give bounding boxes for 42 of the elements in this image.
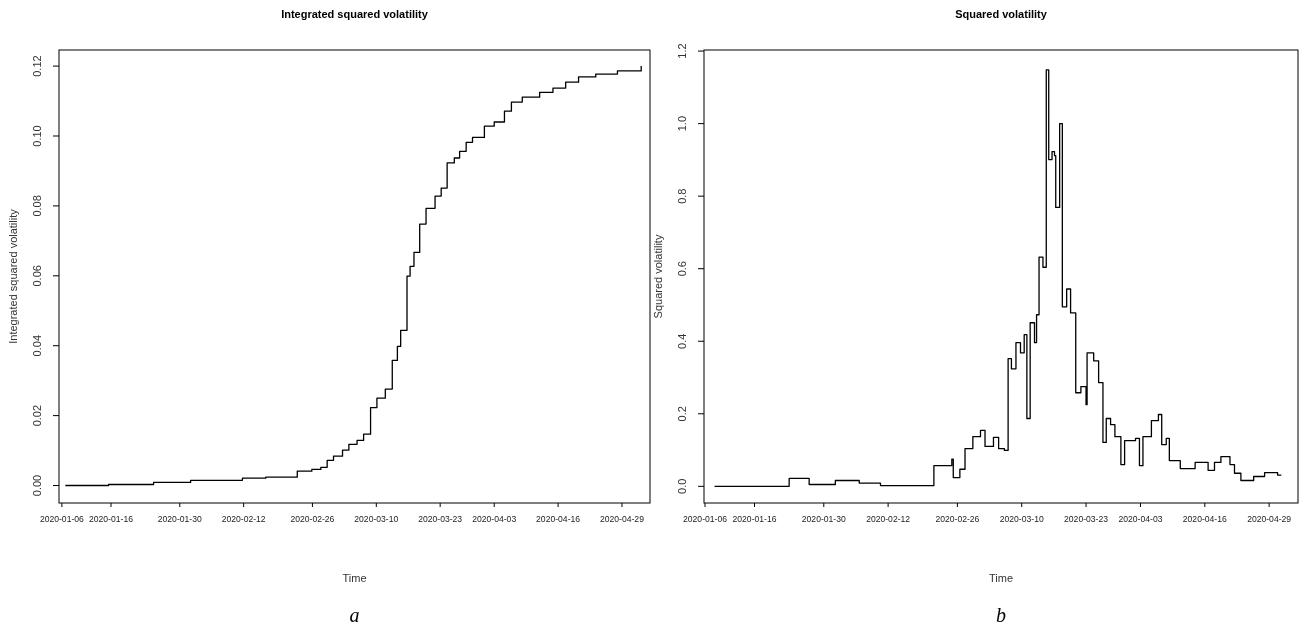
y-tick-label: 0.10 bbox=[31, 125, 43, 147]
y-axis-title: Squared volatility bbox=[652, 234, 664, 319]
text: b bbox=[996, 604, 1006, 626]
y-tick-label: 0.0 bbox=[676, 478, 688, 494]
x-tick-label: 2020-01-06 bbox=[683, 514, 728, 524]
y-tick-label: 0.6 bbox=[676, 261, 688, 277]
x-tick-label: 2020-04-29 bbox=[1247, 514, 1292, 524]
x-tick-label: 2020-02-12 bbox=[221, 514, 266, 524]
y-tick-label: 0.8 bbox=[676, 188, 688, 204]
x-tick-label: 2020-04-03 bbox=[472, 514, 517, 524]
x-tick-label: 2020-04-16 bbox=[1182, 514, 1227, 524]
x-tick-label: 2020-04-16 bbox=[536, 514, 581, 524]
x-tick-label: 2020-03-10 bbox=[354, 514, 399, 524]
x-axis-title: Time bbox=[988, 572, 1014, 584]
x-tick-label: 2020-04-03 bbox=[1118, 514, 1163, 524]
x-tick-label: 2020-01-16 bbox=[732, 514, 777, 524]
y-tick-label: 0.02 bbox=[31, 404, 43, 427]
y-tick-label: 1.2 bbox=[676, 43, 688, 59]
x-axis-title: Time bbox=[342, 572, 367, 584]
y-tick-label: 1.0 bbox=[676, 115, 688, 132]
x-tick-label: 2020-02-26 bbox=[935, 514, 980, 524]
y-tick-label: 0.04 bbox=[31, 335, 43, 357]
y-tick-label: 0.4 bbox=[676, 333, 688, 349]
chart-title: Integrated squared volatility bbox=[281, 8, 429, 20]
y-axis-title: Integrated squared volatility bbox=[7, 208, 19, 344]
x-tick-label: 2020-02-26 bbox=[290, 514, 335, 524]
y-tick-label: 0.00 bbox=[31, 474, 43, 497]
y-tick-label: 0.06 bbox=[31, 265, 43, 287]
y-tick-label: 0.12 bbox=[31, 55, 43, 77]
y-tick-label: 0.2 bbox=[676, 406, 688, 422]
chart-title: Squared volatility bbox=[955, 8, 1048, 20]
x-tick-label: 2020-03-23 bbox=[1064, 514, 1109, 524]
x-tick-label: 2020-02-12 bbox=[866, 514, 911, 524]
x-tick-label: 2020-01-06 bbox=[39, 514, 85, 524]
x-tick-label: 2020-03-10 bbox=[999, 514, 1044, 524]
x-tick-label: 2020-04-29 bbox=[599, 514, 645, 524]
x-tick-label: 2020-03-23 bbox=[418, 514, 463, 524]
text: a bbox=[349, 604, 360, 626]
x-tick-label: 2020-01-30 bbox=[801, 514, 846, 524]
y-tick-label: 0.08 bbox=[31, 195, 43, 217]
x-tick-label: 2020-01-30 bbox=[157, 514, 202, 524]
x-tick-label: 2020-01-16 bbox=[89, 514, 134, 524]
